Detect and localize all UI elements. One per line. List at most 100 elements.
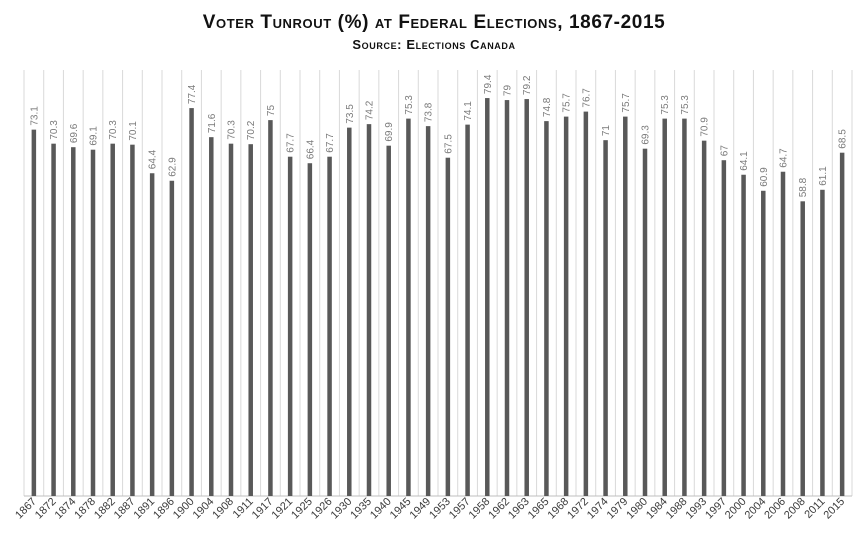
bar-1953 bbox=[445, 157, 451, 497]
x-tick-labels: 1867187218741878188218871891189619001904… bbox=[13, 496, 847, 522]
x-tick-1945: 1945 bbox=[388, 496, 414, 522]
x-tick-1953: 1953 bbox=[427, 496, 453, 522]
bar-1945 bbox=[406, 118, 411, 496]
bar-2000 bbox=[741, 174, 746, 496]
x-tick-1968: 1968 bbox=[545, 496, 571, 522]
chart-subtitle: Source: Elections Canada bbox=[352, 37, 516, 52]
value-label-1900: 77.4 bbox=[187, 84, 198, 104]
value-label-1958: 79.4 bbox=[483, 74, 494, 94]
bar-1974 bbox=[603, 140, 608, 496]
value-label-1980: 69.3 bbox=[641, 125, 652, 145]
bar-1917 bbox=[268, 120, 273, 496]
x-tick-1878: 1878 bbox=[72, 496, 98, 522]
bar-1979 bbox=[623, 116, 628, 497]
value-label-1957: 74.1 bbox=[463, 101, 474, 121]
bar-1925 bbox=[307, 163, 313, 497]
x-tick-1882: 1882 bbox=[92, 496, 118, 522]
value-label-1949: 73.8 bbox=[424, 102, 435, 122]
value-label-1930: 73.5 bbox=[345, 104, 356, 124]
x-tick-1874: 1874 bbox=[53, 496, 79, 522]
value-label-1962: 79 bbox=[503, 85, 514, 97]
bar-1980 bbox=[642, 148, 648, 497]
x-tick-1957: 1957 bbox=[447, 496, 473, 522]
bar-2015 bbox=[839, 152, 845, 496]
bar-1957 bbox=[465, 124, 470, 496]
value-label-2000: 64.1 bbox=[739, 151, 750, 171]
value-label-1988: 75.3 bbox=[680, 95, 691, 115]
value-label-1911: 70.2 bbox=[246, 120, 257, 140]
bars bbox=[31, 98, 845, 497]
x-tick-2004: 2004 bbox=[743, 496, 769, 522]
value-label-1878: 69.1 bbox=[89, 126, 100, 146]
bar-1958 bbox=[485, 98, 490, 496]
bar-1874 bbox=[71, 147, 76, 496]
value-label-1968: 75.7 bbox=[562, 93, 573, 113]
value-label-1940: 69.9 bbox=[384, 122, 395, 142]
x-tick-1891: 1891 bbox=[131, 496, 157, 522]
bar-1935 bbox=[366, 124, 372, 496]
bar-1940 bbox=[386, 145, 391, 496]
value-label-1867: 73.1 bbox=[29, 106, 40, 126]
chart-title: Voter Tunrout (%) at Federal Elections, … bbox=[202, 12, 666, 33]
bar-1962 bbox=[504, 100, 510, 496]
bar-1891 bbox=[149, 173, 155, 496]
bar-1984 bbox=[662, 118, 667, 496]
value-label-1997: 67 bbox=[719, 145, 730, 157]
x-tick-1925: 1925 bbox=[289, 496, 315, 522]
value-label-1979: 75.7 bbox=[621, 93, 632, 113]
value-label-1965: 74.8 bbox=[542, 97, 553, 117]
value-label-1925: 66.4 bbox=[305, 139, 316, 159]
bar-2008 bbox=[800, 201, 805, 497]
x-tick-1965: 1965 bbox=[526, 496, 552, 522]
value-label-1887: 70.1 bbox=[128, 121, 139, 141]
x-tick-1980: 1980 bbox=[624, 496, 650, 522]
x-tick-1887: 1887 bbox=[112, 496, 138, 522]
bar-1882 bbox=[110, 143, 115, 496]
bar-1993 bbox=[701, 140, 707, 496]
x-tick-2015: 2015 bbox=[821, 496, 847, 522]
value-label-2011: 61.1 bbox=[818, 166, 829, 186]
gridlines bbox=[23, 70, 853, 496]
x-tick-1904: 1904 bbox=[191, 496, 217, 522]
x-tick-2006: 2006 bbox=[762, 496, 788, 522]
value-label-1896: 62.9 bbox=[167, 157, 178, 177]
bar-1930 bbox=[347, 127, 352, 497]
bar-2004 bbox=[761, 190, 766, 497]
value-label-2006: 64.7 bbox=[779, 148, 790, 168]
x-tick-1921: 1921 bbox=[269, 496, 295, 522]
x-tick-1911: 1911 bbox=[231, 496, 256, 521]
x-tick-1988: 1988 bbox=[664, 496, 690, 522]
value-label-1904: 71.6 bbox=[207, 113, 218, 133]
value-label-1953: 67.5 bbox=[443, 134, 454, 154]
bar-1968 bbox=[563, 116, 569, 497]
value-label-1921: 67.7 bbox=[286, 133, 297, 153]
x-tick-1984: 1984 bbox=[644, 496, 670, 522]
x-tick-1962: 1962 bbox=[486, 496, 512, 522]
x-tick-1926: 1926 bbox=[309, 496, 335, 522]
x-tick-2000: 2000 bbox=[723, 496, 749, 522]
x-tick-1867: 1867 bbox=[13, 496, 39, 522]
value-label-1972: 76.7 bbox=[581, 88, 592, 108]
x-tick-1900: 1900 bbox=[171, 496, 197, 522]
bar-1887 bbox=[130, 144, 135, 496]
value-label-1908: 70.3 bbox=[227, 120, 238, 140]
x-tick-1963: 1963 bbox=[506, 496, 532, 522]
x-tick-1972: 1972 bbox=[565, 496, 591, 522]
x-tick-1872: 1872 bbox=[33, 496, 59, 522]
x-tick-1958: 1958 bbox=[467, 496, 493, 522]
x-tick-1974: 1974 bbox=[585, 496, 611, 522]
bar-1972 bbox=[583, 111, 589, 496]
bar-1900 bbox=[189, 108, 194, 496]
x-tick-2008: 2008 bbox=[782, 496, 808, 522]
x-tick-1935: 1935 bbox=[348, 496, 374, 522]
value-label-1874: 69.6 bbox=[69, 123, 80, 143]
x-tick-1896: 1896 bbox=[151, 496, 177, 522]
value-label-1882: 70.3 bbox=[108, 120, 119, 140]
value-label-1984: 75.3 bbox=[660, 95, 671, 115]
x-tick-1997: 1997 bbox=[703, 496, 729, 522]
value-label-2015: 68.5 bbox=[838, 129, 849, 149]
x-tick-2011: 2011 bbox=[802, 496, 827, 521]
x-tick-1940: 1940 bbox=[368, 496, 394, 522]
